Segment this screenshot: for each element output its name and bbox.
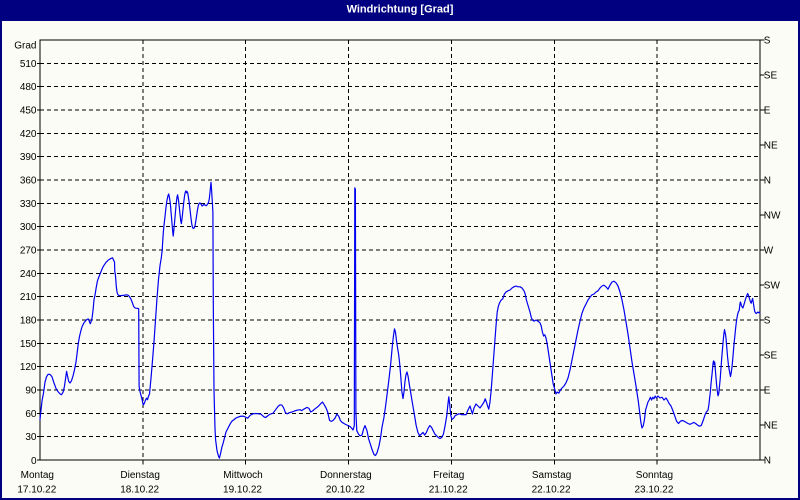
svg-text:E: E bbox=[764, 106, 771, 117]
svg-text:120: 120 bbox=[20, 362, 37, 373]
svg-text:NW: NW bbox=[764, 211, 781, 222]
svg-text:330: 330 bbox=[20, 199, 37, 210]
svg-text:90: 90 bbox=[25, 386, 37, 397]
svg-text:W: W bbox=[764, 246, 774, 257]
svg-text:SE: SE bbox=[764, 351, 778, 362]
svg-text:Grad: Grad bbox=[14, 41, 36, 52]
svg-text:Donnerstag: Donnerstag bbox=[320, 470, 372, 481]
svg-text:18.10.22: 18.10.22 bbox=[120, 485, 159, 496]
svg-text:240: 240 bbox=[20, 269, 37, 280]
svg-text:390: 390 bbox=[20, 152, 37, 163]
svg-text:360: 360 bbox=[20, 176, 37, 187]
svg-text:20.10.22: 20.10.22 bbox=[326, 485, 365, 496]
svg-text:N: N bbox=[764, 456, 771, 467]
svg-text:Dienstag: Dienstag bbox=[120, 470, 159, 481]
svg-text:300: 300 bbox=[20, 222, 37, 233]
svg-text:180: 180 bbox=[20, 316, 37, 327]
svg-text:SE: SE bbox=[764, 71, 778, 82]
svg-text:21.10.22: 21.10.22 bbox=[429, 485, 468, 496]
svg-text:0: 0 bbox=[31, 456, 37, 467]
svg-text:S: S bbox=[764, 316, 771, 327]
svg-text:19.10.22: 19.10.22 bbox=[223, 485, 262, 496]
svg-text:Freitag: Freitag bbox=[433, 470, 464, 481]
svg-text:480: 480 bbox=[20, 82, 37, 93]
svg-text:270: 270 bbox=[20, 246, 37, 257]
svg-text:NE: NE bbox=[764, 141, 778, 152]
svg-text:Windrichtung [Grad]: Windrichtung [Grad] bbox=[347, 4, 454, 16]
svg-text:17.10.22: 17.10.22 bbox=[17, 485, 56, 496]
svg-text:E: E bbox=[764, 386, 771, 397]
svg-text:Samstag: Samstag bbox=[532, 470, 571, 481]
svg-text:Mittwoch: Mittwoch bbox=[223, 470, 262, 481]
svg-text:NE: NE bbox=[764, 421, 778, 432]
svg-text:Sonntag: Sonntag bbox=[636, 470, 673, 481]
svg-text:N: N bbox=[764, 176, 771, 187]
svg-text:150: 150 bbox=[20, 339, 37, 350]
svg-text:450: 450 bbox=[20, 106, 37, 117]
svg-text:SW: SW bbox=[764, 281, 781, 292]
svg-text:60: 60 bbox=[25, 409, 37, 420]
svg-text:30: 30 bbox=[25, 432, 37, 443]
svg-text:210: 210 bbox=[20, 292, 37, 303]
svg-text:S: S bbox=[764, 36, 771, 47]
svg-text:510: 510 bbox=[20, 59, 37, 70]
svg-text:420: 420 bbox=[20, 129, 37, 140]
svg-text:22.10.22: 22.10.22 bbox=[532, 485, 571, 496]
svg-text:23.10.22: 23.10.22 bbox=[634, 485, 673, 496]
svg-text:Montag: Montag bbox=[21, 470, 54, 481]
